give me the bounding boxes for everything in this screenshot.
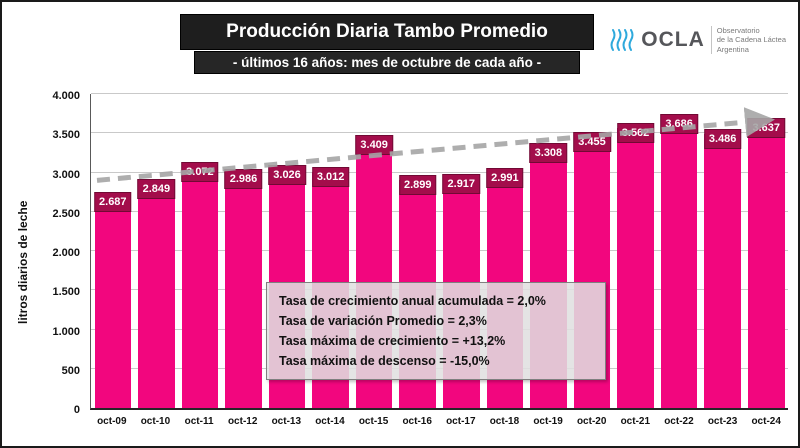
y-axis-title: litros diarios de leche: [16, 200, 30, 324]
bar-value-label: 3.072: [181, 161, 219, 182]
annotation-line: Tasa máxima de descenso = -15,0%: [279, 354, 490, 368]
page-title: Producción Diaria Tambo Promedio: [180, 14, 594, 50]
annotation-line: Tasa de variación Promedio = 2,3%: [279, 314, 487, 328]
logo-text: OCLA: [641, 28, 705, 52]
gridline: [91, 250, 788, 251]
x-tick-label: oct-11: [184, 416, 214, 427]
bar: [181, 166, 219, 408]
bar: [704, 134, 741, 408]
bar-column: 2.687: [91, 94, 135, 408]
bar-value-label: 3.637: [747, 117, 785, 138]
x-tick-label: oct-14: [315, 416, 345, 427]
bar-value-label: 3.562: [616, 123, 655, 144]
bar-column: 3.637: [744, 94, 788, 408]
x-tick-label: oct-18: [489, 416, 520, 427]
gridline: [91, 210, 788, 212]
bar: [138, 184, 175, 408]
gridline: [91, 93, 788, 94]
y-tick-label: 2.000: [52, 247, 80, 259]
bar: [747, 122, 785, 408]
bar-value-label: 2.899: [398, 175, 437, 196]
wave-icon: [610, 29, 634, 52]
bar-value-label: 2.917: [442, 174, 481, 195]
x-tick-label: oct-17: [446, 416, 476, 427]
x-tick-label: oct-12: [227, 416, 258, 427]
bar-column: 3.562: [614, 94, 658, 408]
x-tick-label: oct-22: [664, 416, 694, 427]
y-tick-label: 500: [61, 364, 80, 377]
x-tick-label: oct-13: [271, 416, 302, 427]
y-tick-label: 3.500: [52, 129, 80, 142]
bar-value-label: 3.308: [529, 143, 568, 164]
logo-tagline-line: de la Cadena Láctea: [716, 35, 786, 45]
annotation-line: Tasa de crecimiento anual acumulada = 2,…: [279, 294, 546, 308]
annotation-line: Tasa máxima de crecimiento = +13,2%: [279, 334, 506, 348]
y-axis-ticks: 0 500 1.000 1.500 2.000 2.500 3.000 3.500 4.000: [38, 90, 84, 416]
bar-value-label: 3.409: [355, 135, 393, 156]
y-tick-label: 1.500: [52, 286, 80, 299]
y-tick-label: 4.000: [52, 90, 80, 102]
bar: [225, 173, 262, 408]
bar-column: 3.486: [701, 94, 745, 408]
page-subtitle: - últimos 16 años: mes de octubre de cad…: [194, 51, 580, 74]
bar-value-label: 3.486: [703, 129, 742, 150]
bar-value-label: 3.026: [268, 165, 306, 186]
bar-value-label: 2.986: [224, 168, 263, 189]
x-tick-label: oct-19: [533, 416, 563, 427]
x-tick-label: oct-24: [751, 416, 781, 427]
ocla-logo: OCLA Observatorio de la Cadena Láctea Ar…: [609, 26, 786, 55]
x-axis-labels: oct-09 oct-10 oct-11 oct-12 oct-13 oct-14 oct-…: [90, 416, 788, 427]
x-tick-label: oct-23: [707, 416, 738, 427]
y-tick-label: 1.000: [52, 325, 80, 338]
bar-value-label: 3.686: [660, 113, 698, 134]
stats-annotation: Tasa de crecimiento anual acumulada = 2,…: [266, 282, 606, 380]
x-tick-label: oct-20: [576, 416, 607, 427]
bar: [94, 197, 132, 408]
bar-value-label: 3.455: [573, 131, 611, 152]
bar-column: 3.686: [657, 94, 701, 408]
bar-value-label: 3.012: [311, 166, 350, 187]
bar-column: 3.072: [178, 94, 222, 408]
x-tick-label: oct-21: [620, 416, 651, 427]
logo-tagline-line: Argentina: [716, 44, 749, 54]
logo-tagline-line: Observatorio: [716, 26, 760, 35]
logo-tagline: Observatorio de la Cadena Láctea Argenti…: [710, 26, 786, 55]
y-tick-label: 2.500: [52, 207, 80, 220]
bar-column: 2.849: [135, 94, 179, 408]
bar-value-label: 2.991: [486, 168, 524, 189]
bar: [660, 118, 698, 408]
y-tick-label: 3.000: [52, 168, 80, 181]
x-tick-label: oct-10: [140, 416, 171, 427]
y-tick-label: 0: [73, 404, 80, 416]
x-tick-label: oct-09: [97, 416, 127, 427]
bar-value-label: 2.849: [137, 179, 176, 200]
x-tick-label: oct-16: [402, 416, 432, 427]
bar-value-label: 2.687: [94, 192, 132, 213]
bar: [617, 128, 654, 408]
bar-column: 2.986: [222, 94, 266, 408]
x-tick-label: oct-15: [358, 416, 389, 427]
